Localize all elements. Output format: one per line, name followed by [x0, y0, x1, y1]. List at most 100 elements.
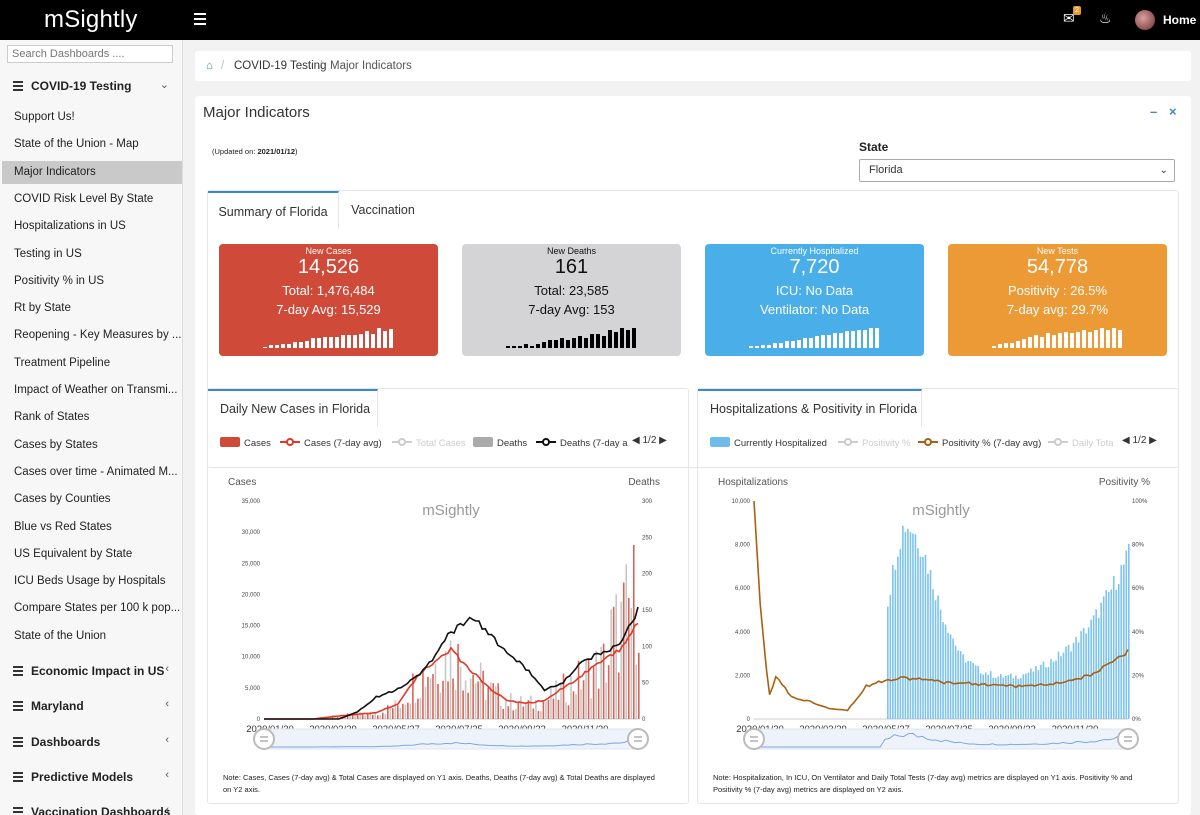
bar [394, 700, 397, 719]
bar [1067, 644, 1070, 719]
indicator-card[interactable]: New Tests 54,778 Positivity : 26.5% 7-day a… [948, 244, 1167, 356]
bar [1062, 652, 1065, 719]
sidebar-item[interactable]: Impact of Weather on Transmi... [14, 384, 178, 396]
app-logo[interactable]: mSightly [44, 6, 138, 33]
search-input[interactable] [7, 45, 173, 63]
sparkline-bar [365, 330, 369, 348]
bar [517, 702, 520, 719]
sidebar-item[interactable]: Major Indicators [2, 160, 182, 184]
bar [984, 672, 987, 719]
sidebar-group[interactable]: Maryland ‹ [0, 690, 182, 720]
bar [1070, 651, 1072, 719]
sidebar-item[interactable]: ICU Beds Usage by Hospitals [14, 575, 166, 588]
prev-page-icon[interactable]: ◀ [632, 435, 640, 446]
legend-item[interactable]: Positivity % [838, 437, 911, 449]
indicator-card[interactable]: New Deaths 161 Total: 23,585 7-day Avg: 153 [462, 244, 681, 356]
sidebar-item[interactable]: Reopening - Key Measures by ... [14, 329, 182, 342]
y-tick-label: 2,000 [735, 673, 751, 679]
sidebar-item[interactable]: Treatment Pipeline [14, 356, 111, 369]
tab-summary[interactable]: Summary of Florida [208, 191, 339, 229]
sidebar-item[interactable]: Testing in US [14, 247, 82, 260]
series-line [753, 500, 1129, 712]
sidebar-item[interactable]: State of the Union [14, 629, 107, 642]
legend-item[interactable]: Positivity % (7-day avg) [918, 437, 1041, 449]
state-select[interactable]: Florida ⌄ [859, 159, 1175, 182]
breadcrumb-section[interactable]: COVID-19 Testing [234, 60, 327, 72]
bar [580, 689, 582, 719]
bar [414, 702, 417, 719]
sidebar-item[interactable]: Compare States per 100 k pop... [14, 602, 181, 615]
legend-item[interactable]: Cases [220, 437, 271, 449]
chart-title[interactable]: Hospitalizations & Positivity in Florida [698, 389, 922, 427]
sparkline-bar [506, 346, 510, 348]
sidebar-item[interactable]: Cases by States [14, 438, 98, 451]
bar [359, 712, 361, 719]
sidebar-item[interactable]: Hospitalizations in US [14, 220, 126, 233]
tab-vaccination[interactable]: Vaccination [351, 203, 415, 217]
sidebar-item[interactable]: Rt by State [14, 302, 71, 315]
sparkline-bar [1082, 329, 1086, 348]
legend-item[interactable]: Cases (7-day avg) [280, 437, 382, 449]
bar [904, 531, 907, 719]
legend-item[interactable]: Currently Hospitalized [710, 437, 827, 449]
sparkline-bar [821, 334, 825, 348]
bar [424, 686, 427, 719]
home-link[interactable]: Home [1163, 13, 1197, 27]
sidebar-item[interactable]: Positivity % in US [14, 274, 105, 287]
indicator-card[interactable]: Currently Hospitalized 7,720 ICU: No Data V… [705, 244, 924, 356]
avatar[interactable] [1135, 10, 1155, 30]
sidebar-group[interactable]: Dashboards ‹ [0, 726, 182, 756]
sidebar-item[interactable]: Support Us! [14, 111, 75, 123]
home-icon[interactable]: ⌂ [206, 60, 213, 72]
bar [909, 531, 912, 719]
sidebar-group[interactable]: Vaccination Dashboards ‹ [0, 796, 182, 815]
bar [497, 683, 500, 719]
sidebar-item[interactable]: Rank of States [14, 411, 90, 424]
sidebar-item[interactable]: Cases by Counties [14, 493, 111, 506]
bell-icon[interactable]: ♨ [1099, 10, 1112, 26]
bar [459, 666, 462, 719]
bar [452, 678, 454, 719]
bar [892, 565, 894, 719]
sidebar-item[interactable]: Blue vs Red States [14, 520, 112, 533]
sidebar-item[interactable]: US Equivalent by State [14, 547, 133, 560]
next-page-icon[interactable]: ▶ [1149, 435, 1157, 446]
bar [1097, 617, 1100, 719]
bar [499, 705, 502, 719]
list-icon [13, 81, 23, 93]
bar [1082, 627, 1085, 719]
sidebar-item[interactable]: Cases over time - Animated M... [14, 465, 178, 478]
list-icon [13, 771, 23, 784]
megaphone-icon[interactable]: ✉ [1063, 10, 1075, 26]
major-indicators-panel: Major Indicators – × (Updated on: 2021/0… [195, 96, 1191, 815]
sidebar-group-covid-testing[interactable]: COVID-19 Testing ⌄ [0, 70, 182, 100]
sparkline-bar [554, 340, 558, 348]
bar [432, 673, 434, 719]
next-page-icon[interactable]: ▶ [659, 435, 667, 446]
legend-item[interactable]: Total Cases [392, 437, 466, 449]
sparkline-bar [371, 333, 375, 348]
legend-item[interactable]: Deaths [473, 437, 527, 449]
sidebar-item[interactable]: State of the Union - Map [14, 138, 139, 151]
bar [489, 682, 492, 719]
sidebar-item[interactable]: COVID Risk Level By State [14, 192, 154, 205]
sparkline-bar [518, 346, 522, 348]
legend-item[interactable]: Daily Tota [1048, 437, 1114, 449]
bar [919, 556, 922, 719]
chart-title[interactable]: Daily New Cases in Florida [208, 389, 378, 427]
bar [1090, 619, 1092, 719]
bar [999, 673, 1002, 719]
minimize-icon[interactable]: – [1150, 104, 1158, 119]
daily-cases-chart-box: Daily New Cases in Florida Cases Cases (7… [207, 388, 689, 804]
close-icon[interactable]: × [1169, 104, 1177, 119]
bar [532, 708, 535, 719]
menu-toggle-icon[interactable] [194, 13, 206, 25]
prev-page-icon[interactable]: ◀ [1122, 435, 1130, 446]
legend-item[interactable]: Deaths (7-day a [536, 437, 628, 449]
sparkline-bar [263, 346, 267, 348]
bar [522, 706, 525, 719]
sidebar-group[interactable]: Predictive Models ‹ [0, 761, 182, 791]
indicator-card[interactable]: New Cases 14,526 Total: 1,476,484 7-day Avg… [219, 244, 438, 356]
list-icon [13, 701, 23, 713]
sidebar-group[interactable]: Economic Impact in US ‹ [0, 655, 182, 685]
